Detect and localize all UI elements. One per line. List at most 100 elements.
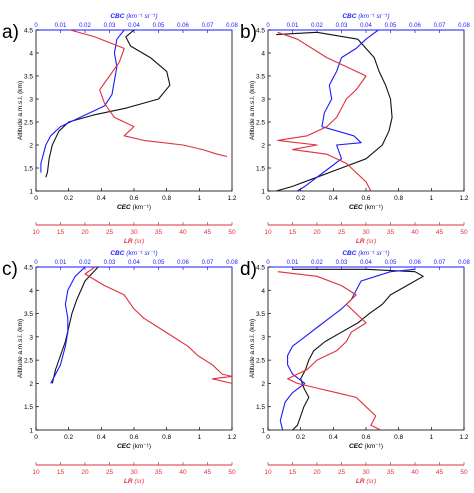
series-line-blue	[297, 30, 379, 191]
x-axis-label-bottom: CEC (km⁻¹)	[349, 204, 383, 211]
x-tick-label-lr: 45	[436, 469, 444, 476]
x-tick-label-lr: 10	[32, 229, 40, 236]
x-tick-label-lr: 25	[338, 229, 346, 236]
y-tick-label: 4.5	[24, 265, 33, 272]
x-tick-label-top: 0.07	[434, 23, 446, 29]
x-tick-label-lr: 15	[289, 469, 297, 476]
x-tick-label-bottom: 0.4	[97, 434, 106, 441]
x-tick-label-lr: 20	[81, 469, 89, 476]
y-tick-label: 3.5	[256, 311, 265, 318]
series-line-red	[70, 30, 228, 158]
x-tick-label-top: 0.08	[458, 260, 470, 266]
x-tick-label-bottom: 0.8	[394, 195, 403, 202]
x-tick-label-bottom: 0.2	[64, 434, 73, 441]
y-tick-label: 3	[261, 97, 265, 104]
x-tick-label-lr: 50	[228, 469, 236, 476]
x-tick-label-bottom: 0.6	[129, 434, 138, 441]
series-line-black	[276, 31, 393, 191]
x-tick-label-top: 0.05	[385, 260, 397, 266]
x-tick-label-top: 0	[34, 23, 38, 29]
x-tick-label-bottom: 0	[34, 195, 38, 202]
y-tick-label: 2.5	[256, 120, 265, 127]
x-tick-label-lr: 20	[313, 229, 321, 236]
x-tick-label-bottom: 1.2	[459, 434, 468, 441]
x-tick-label-bottom: 0.2	[296, 434, 305, 441]
x-tick-label-lr: 35	[387, 469, 395, 476]
y-tick-label: 2	[29, 143, 33, 150]
x-tick-label-top: 0.06	[177, 260, 189, 266]
series-line-black	[292, 268, 424, 430]
x-tick-label-top: 0.04	[360, 260, 372, 266]
chart-panel-4: d) 1 1.5 2 2.5 3 3.5 4 4.5 Altitude a.m.s.l. (km)…	[240, 250, 470, 485]
y-tick-label: 4	[261, 288, 265, 295]
x-tick-label-bottom: 0.4	[329, 434, 338, 441]
chart-panel-3: c) 1 1.5 2 2.5 3 3.5 4 4.5 Altitude a.m.s.l. (km)…	[2, 250, 238, 485]
y-tick-label: 3	[261, 334, 265, 341]
series-line-red	[84, 267, 232, 384]
x-tick-label-lr: 50	[460, 229, 468, 236]
x-axis-label-top: CBC (km⁻¹ sr⁻¹)	[110, 13, 157, 20]
x-tick-label-bottom: 0.4	[329, 195, 338, 202]
y-tick-label: 1	[261, 428, 265, 435]
x-tick-label-lr: 30	[362, 229, 370, 236]
x-tick-label-top: 0.08	[226, 260, 238, 266]
x-tick-label-lr: 10	[32, 469, 40, 476]
x-tick-label-lr: 45	[204, 469, 212, 476]
x-tick-label-top: 0.07	[202, 23, 214, 29]
series-line-red	[277, 31, 372, 191]
y-tick-label: 3	[29, 334, 33, 341]
x-tick-label-top: 0.03	[336, 23, 348, 29]
y-tick-label: 1.5	[24, 404, 33, 411]
plot-frame	[267, 29, 465, 192]
x-axis-label-lr: LR (sr)	[356, 478, 376, 485]
x-tick-label-bottom: 0.2	[296, 195, 305, 202]
x-tick-label-top: 0.04	[128, 23, 140, 29]
x-tick-label-top: 0.06	[177, 23, 189, 29]
x-tick-label-lr: 30	[130, 469, 138, 476]
x-tick-label-lr: 20	[313, 469, 321, 476]
x-tick-label-bottom: 0.8	[162, 434, 171, 441]
chart-panel-2: b) 1 1.5 2 2.5 3 3.5 4 4.5 Altitude a.m.s.l. (km)…	[240, 13, 470, 245]
x-tick-label-lr: 35	[155, 229, 163, 236]
x-tick-label-top: 0.05	[153, 23, 165, 29]
x-axis-label-lr: LR (sr)	[124, 238, 144, 245]
x-tick-label-lr: 35	[387, 229, 395, 236]
series-line-black	[51, 267, 99, 384]
x-tick-label-lr: 10	[264, 469, 272, 476]
y-axis-label: Altitude a.m.s.l. (km)	[17, 81, 24, 140]
x-tick-label-top: 0.05	[153, 260, 165, 266]
x-tick-label-top: 0.06	[409, 260, 421, 266]
panel-label: d)	[240, 259, 257, 280]
y-tick-label: 2.5	[24, 120, 33, 127]
x-tick-label-top: 0.01	[55, 260, 67, 266]
y-tick-label: 4	[261, 51, 265, 58]
x-tick-label-bottom: 0.6	[129, 195, 138, 202]
series-line-red	[277, 271, 381, 430]
y-tick-label: 1	[261, 189, 265, 196]
y-tick-label: 1.5	[256, 404, 265, 411]
chart-panel-1: a) 1 1.5 2 2.5 3 3.5 4 4.5 Altitude a.m.s.l. (km)…	[2, 13, 238, 245]
x-tick-label-bottom: 0.8	[394, 434, 403, 441]
x-tick-label-top: 0.02	[311, 23, 323, 29]
panel-label: b)	[240, 22, 257, 43]
x-tick-label-top: 0.02	[79, 260, 91, 266]
y-tick-label: 4	[29, 51, 33, 58]
x-tick-label-bottom: 0.8	[162, 195, 171, 202]
x-tick-label-lr: 20	[81, 229, 89, 236]
x-tick-label-top: 0.02	[311, 260, 323, 266]
x-tick-label-lr: 35	[155, 469, 163, 476]
y-tick-label: 4.5	[24, 28, 33, 35]
x-tick-label-top: 0.01	[287, 260, 299, 266]
panel-label: c)	[2, 259, 18, 280]
x-tick-label-top: 0.03	[104, 260, 116, 266]
x-tick-label-lr: 25	[338, 469, 346, 476]
x-tick-label-top: 0.03	[336, 260, 348, 266]
x-tick-label-top: 0.08	[226, 23, 238, 29]
x-tick-label-lr: 40	[411, 469, 419, 476]
y-tick-label: 3	[29, 97, 33, 104]
x-axis-label-top: CBC (km⁻¹ sr⁻¹)	[342, 250, 389, 257]
y-axis-label: Altitude a.m.s.l. (km)	[17, 319, 24, 378]
x-tick-label-bottom: 1	[430, 195, 434, 202]
x-tick-label-bottom: 1.2	[227, 195, 236, 202]
x-axis-label-lr: LR (sr)	[356, 238, 376, 245]
